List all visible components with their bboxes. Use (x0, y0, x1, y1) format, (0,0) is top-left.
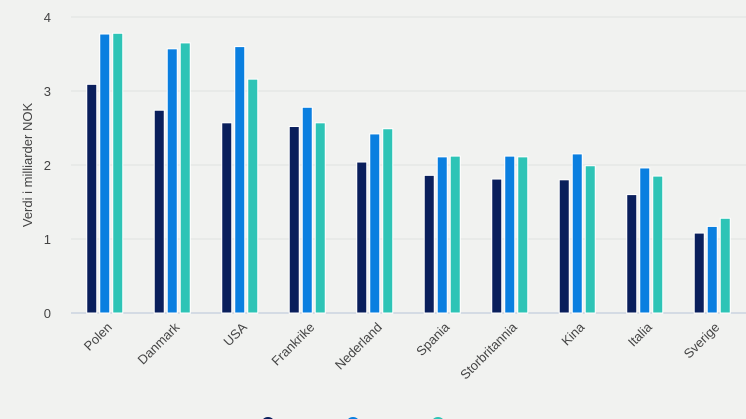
bar-2024-polen (112, 32, 124, 314)
bar-2023-danmark (166, 48, 178, 314)
bar-2023-sverige (706, 225, 718, 314)
bar-2023-usa (234, 46, 246, 314)
x-tick-label: Storbritannia (457, 319, 520, 382)
bar-2022-sverige (693, 232, 705, 314)
bar-2023-italia (639, 167, 651, 314)
bar-2024-italia (652, 175, 664, 314)
bar-2022-danmark (153, 109, 165, 314)
y-tick-label: 1 (44, 232, 51, 247)
x-tick-label: USA (220, 319, 250, 349)
bar-2022-usa (221, 122, 233, 314)
bar-2022-storbritannia (491, 178, 503, 314)
bar-2024-usa (247, 78, 259, 314)
bar-2022-italia (626, 194, 638, 314)
x-tick-label: Italia (625, 319, 656, 350)
bar-2024-frankrike (314, 122, 326, 314)
bar-2023-storbritannia (504, 155, 516, 314)
legend-label: 2023 (367, 416, 398, 419)
bar-2022-frankrike (288, 126, 300, 314)
y-tick-label: 3 (44, 84, 51, 99)
x-tick-label: Spania (413, 319, 453, 359)
bar-2023-nederland (369, 133, 381, 314)
bar-2023-kina (571, 153, 583, 314)
x-tick-label: Polen (81, 320, 115, 354)
x-tick-label: Kina (558, 319, 588, 349)
bar-2024-danmark (179, 42, 191, 314)
bar-2022-polen (86, 83, 98, 314)
bar-2023-frankrike (301, 106, 313, 314)
bar-2024-sverige (719, 217, 731, 314)
bar-2024-spania (449, 155, 461, 314)
legend-label: 2022 (282, 416, 313, 419)
y-tick-label: 4 (44, 10, 51, 25)
x-tick-label: Frankrike (268, 320, 317, 369)
bar-2023-polen (99, 33, 111, 314)
x-tick-label: Danmark (134, 319, 182, 367)
legend-label: 2024 (452, 416, 483, 419)
bar-2022-nederland (356, 161, 368, 314)
bar-2024-nederland (382, 128, 394, 314)
y-axis-title: Verdi i milliarder NOK (20, 103, 35, 228)
x-tick-label: Nederland (332, 320, 385, 373)
x-tick-label: Sverige (681, 320, 723, 362)
y-tick-label: 0 (44, 306, 51, 321)
bar-2022-spania (423, 174, 435, 314)
y-tick-label: 2 (44, 158, 51, 173)
bar-2024-storbritannia (517, 156, 529, 314)
bar-2023-spania (436, 156, 448, 314)
bar-2024-kina (584, 165, 596, 314)
bar-2022-kina (558, 179, 570, 314)
